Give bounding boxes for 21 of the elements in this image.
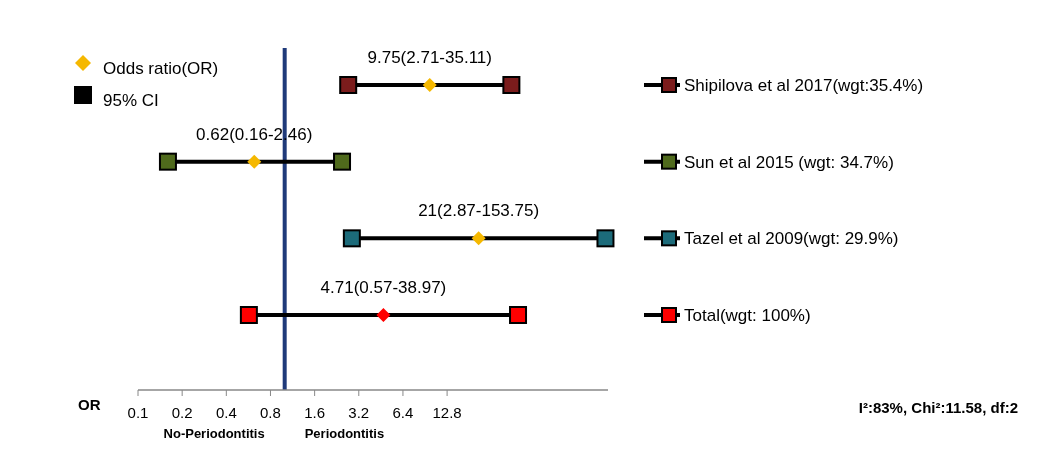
- x-tick-label: 0.8: [260, 404, 281, 421]
- x-tick-label: 6.4: [392, 404, 414, 421]
- y-tick-label: Tazel et al 2009(wgt: 29.9%): [684, 229, 899, 249]
- text: No-Periodontitis: [163, 426, 265, 441]
- text: 95% CI: [103, 91, 159, 110]
- text: I²:83%, Chi²:11.58, df:2: [858, 399, 1018, 416]
- x-axis-title: OR: [78, 396, 101, 413]
- text: Periodontitis: [304, 426, 385, 441]
- x-tick-label: 0.1: [127, 404, 149, 421]
- x-tick-label: 0.4: [215, 404, 237, 421]
- y-tick-label: Shipilova et al 2017(wgt:35.4%): [684, 76, 924, 95]
- x-tick-label: 0.2: [171, 404, 193, 421]
- y-tick-label: Total(wgt: 100%): [684, 306, 811, 325]
- data-label: 21(2.87-153.75): [418, 201, 540, 221]
- data-label: 9.75(2.71-35.11): [367, 48, 492, 67]
- x-tick-label: 3.2: [348, 404, 370, 421]
- x-tick-label: 12.8: [432, 404, 462, 421]
- data-label: 4.71(0.57-38.97): [320, 278, 447, 297]
- legend-label: Odds ratio(OR): [103, 59, 219, 78]
- y-tick-label: Sun et al 2015 (wgt: 34.7%): [684, 152, 894, 172]
- x-tick-label: 1.6: [304, 404, 326, 421]
